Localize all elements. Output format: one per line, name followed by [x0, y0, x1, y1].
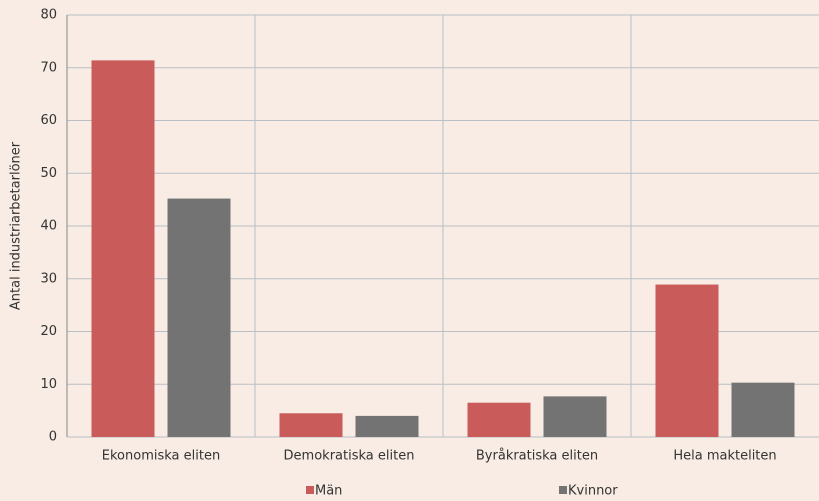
y-tick-label: 0 — [49, 430, 57, 445]
x-tick-label: Hela makteliten — [673, 449, 776, 464]
legend-swatch — [559, 486, 567, 494]
bar — [655, 284, 719, 437]
legend-label: Kvinnor — [568, 484, 618, 499]
bar — [543, 396, 607, 437]
y-tick-label: 30 — [40, 271, 57, 286]
legend-label: Män — [315, 484, 342, 499]
y-tick-label: 40 — [40, 219, 57, 234]
y-tick-label: 20 — [40, 324, 57, 339]
x-tick-label: Demokratiska eliten — [284, 449, 415, 464]
y-tick-label: 60 — [40, 113, 57, 128]
y-tick-label: 50 — [40, 166, 57, 181]
bar — [167, 198, 231, 437]
y-tick-label: 80 — [40, 8, 57, 23]
y-tick-label: 70 — [40, 60, 57, 75]
bar — [91, 60, 155, 438]
x-tick-label: Ekonomiska eliten — [102, 449, 220, 464]
y-axis-label: Antal industriarbetarlöner — [9, 141, 24, 310]
y-tick-label: 10 — [40, 377, 57, 392]
legend-swatch — [306, 486, 314, 494]
bar — [355, 415, 419, 437]
bar — [731, 382, 795, 437]
x-tick-label: Byråkratiska eliten — [476, 449, 598, 464]
bar — [279, 413, 343, 437]
bar — [467, 402, 531, 437]
